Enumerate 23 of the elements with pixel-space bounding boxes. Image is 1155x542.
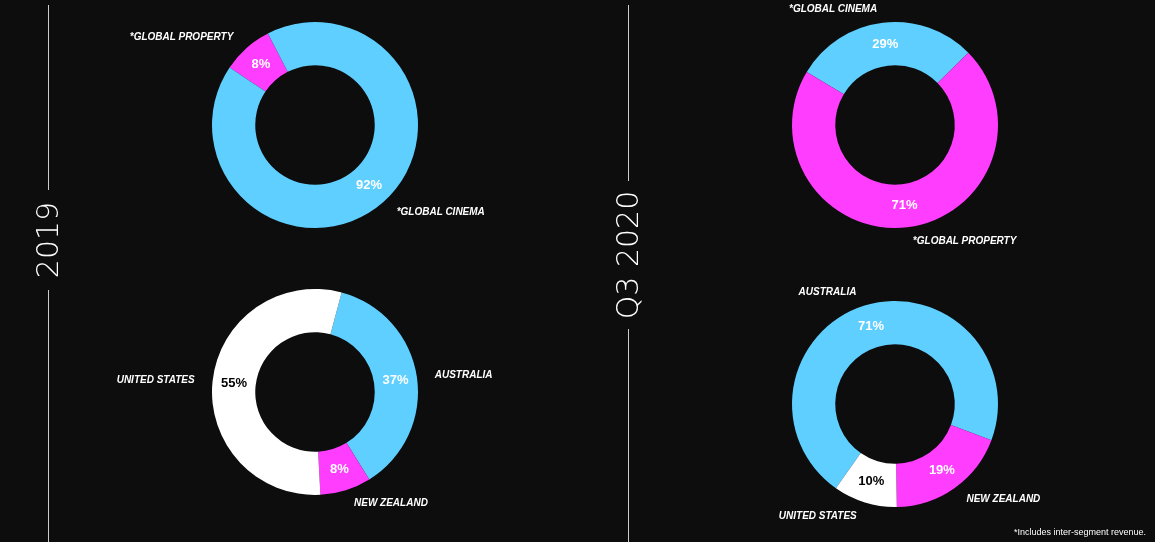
- data-label: 71%: [857, 317, 885, 333]
- data-label: 92%: [356, 177, 383, 193]
- text: *Includes inter-segment revenue.: [1013, 527, 1146, 537]
- slice-label: *GLOBAL CINEMA: [788, 2, 878, 14]
- slice-label: *GLOBAL CINEMA: [396, 206, 485, 218]
- data-label: 29%: [872, 35, 899, 51]
- slice-label: *GLOBAL PROPERTY: [912, 234, 1018, 246]
- text: 2019: [30, 200, 66, 281]
- text: Q3 2020: [610, 189, 646, 322]
- data-label: 8%: [329, 461, 350, 477]
- slice-label: UNITED STATES: [116, 373, 195, 385]
- slice-label: NEW ZEALAND: [966, 493, 1041, 505]
- slice-label: NEW ZEALAND: [353, 497, 428, 509]
- data-label: 71%: [891, 197, 919, 213]
- data-label: 55%: [221, 375, 248, 391]
- data-label: 10%: [858, 473, 885, 489]
- slice-label: UNITED STATES: [778, 509, 858, 521]
- slice-label: AUSTRALIA: [797, 285, 857, 297]
- data-label: 8%: [251, 55, 271, 71]
- data-label: 37%: [382, 371, 409, 387]
- data-label: 19%: [928, 462, 956, 478]
- slice-label: AUSTRALIA: [433, 368, 493, 380]
- slice-label: *GLOBAL PROPERTY: [129, 31, 235, 43]
